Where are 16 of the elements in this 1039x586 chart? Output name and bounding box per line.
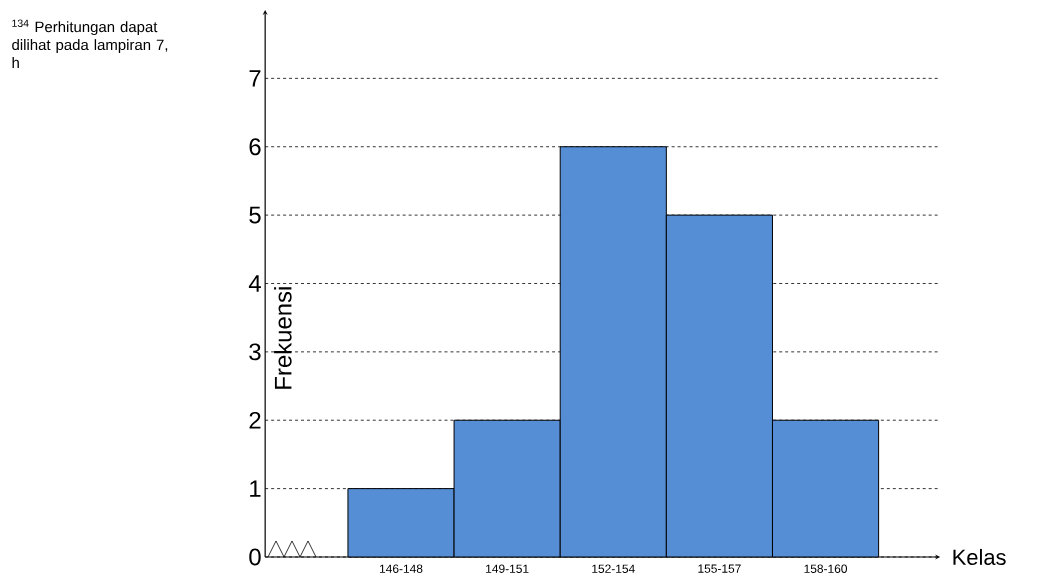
y-tick-label: 0 xyxy=(249,548,261,566)
y-tick-label: 1 xyxy=(250,480,261,497)
x-tick-label: 149-151 xyxy=(486,564,529,573)
text: $^{134}$ Perhitungan dapat dilihat pada lampiran 7, h xyxy=(12,19,168,68)
y-tick-label: 5 xyxy=(249,206,261,224)
x-tick-label: 146-148 xyxy=(379,564,423,573)
y-tick-label: 3 xyxy=(249,343,261,361)
y-tick-label: 2 xyxy=(249,411,261,429)
y-axis-title: Frekuensi xyxy=(274,287,292,389)
x-tick-label: 158-160 xyxy=(804,564,848,573)
y-tick-label: 4 xyxy=(248,275,261,292)
x-axis-title: Kelas xyxy=(953,548,1006,566)
y-tick-label: 7 xyxy=(249,70,261,87)
x-tick-label: 152-154 xyxy=(592,564,635,573)
y-tick-label: 6 xyxy=(249,138,261,156)
x-tick-label: 155-157 xyxy=(698,564,741,573)
